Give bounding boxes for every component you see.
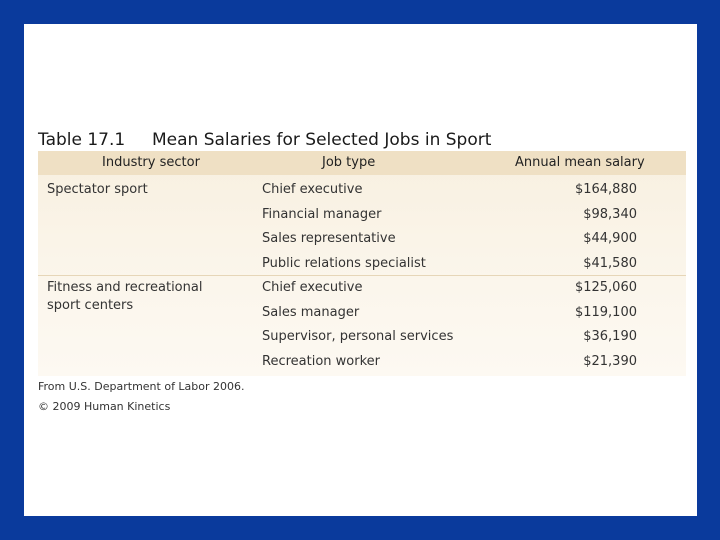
- job-cell: Public relations specialist: [262, 256, 426, 271]
- salary-cell: $98,340: [583, 207, 637, 222]
- table-header-row: Industry sector Job type Annual mean sal…: [38, 151, 686, 175]
- slide: Table 17.1 Mean Salaries for Selected Job…: [24, 24, 697, 516]
- salary-table: Industry sector Job type Annual mean sal…: [38, 151, 686, 376]
- sector-cell: Fitness and recreational sport centers: [47, 280, 203, 313]
- salary-cell: $119,100: [574, 305, 637, 320]
- table-caption: Mean Salaries for Selected Jobs in Sport: [152, 130, 492, 150]
- salary-cell: $44,900: [583, 231, 637, 246]
- salary-cell: $36,190: [583, 329, 637, 344]
- job-cell: Recreation worker: [262, 354, 380, 369]
- table-number: Table 17.1: [38, 130, 126, 150]
- source-note: From U.S. Department of Labor 2006.: [38, 380, 245, 393]
- header-job-type: Job type: [322, 155, 376, 170]
- salary-cell: $41,580: [583, 256, 637, 271]
- salary-cell: $21,390: [583, 354, 637, 369]
- copyright-note: © 2009 Human Kinetics: [38, 400, 171, 413]
- job-cell: Sales representative: [262, 231, 396, 246]
- salary-cell: $164,880: [574, 182, 637, 197]
- header-industry-sector: Industry sector: [102, 155, 200, 170]
- job-cell: Sales manager: [262, 305, 360, 320]
- job-cell: Supervisor, personal services: [262, 329, 454, 344]
- header-annual-mean-salary: Annual mean salary: [515, 155, 645, 170]
- salary-cell: $125,060: [574, 280, 637, 295]
- job-cell: Chief executive: [262, 182, 363, 197]
- group-divider: [38, 275, 686, 276]
- sector-cell: Spectator sport: [47, 182, 148, 197]
- job-cell: Financial manager: [262, 207, 382, 222]
- table-title: Table 17.1 Mean Salaries for Selected Job…: [38, 130, 491, 150]
- job-cell: Chief executive: [262, 280, 363, 295]
